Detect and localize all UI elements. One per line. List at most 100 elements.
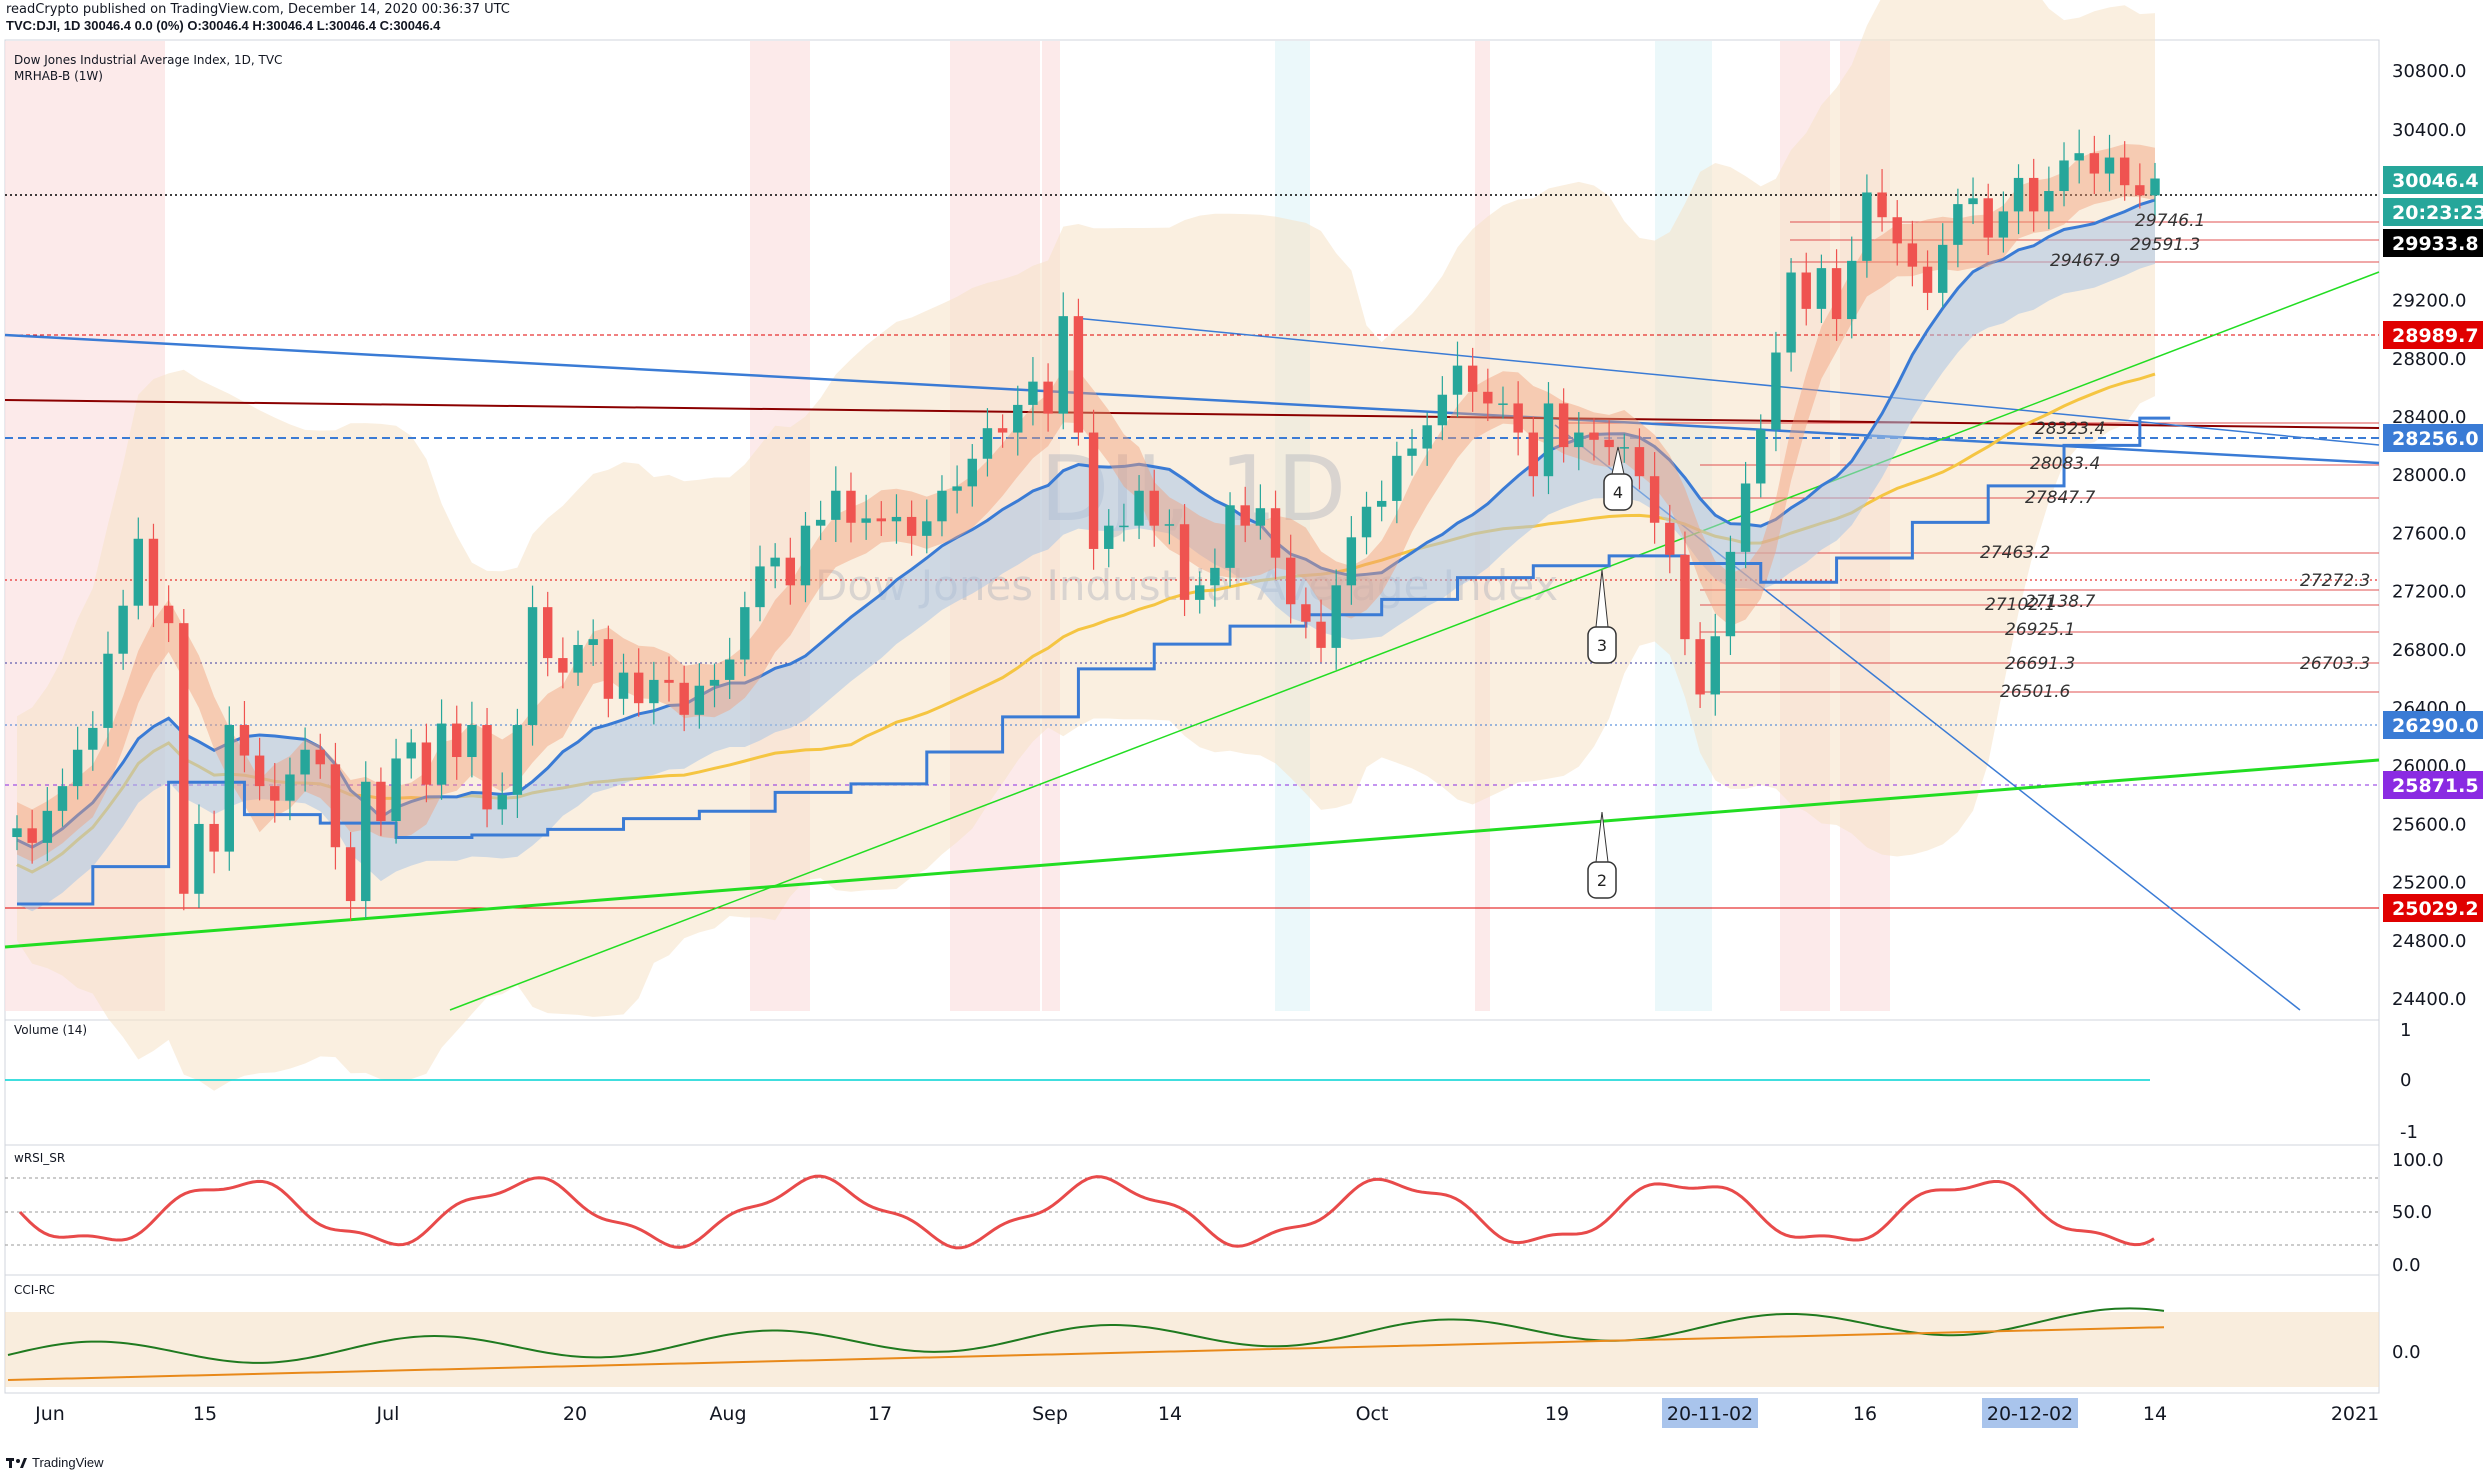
countdown-tag: [2383, 198, 2483, 226]
candle-body: [2013, 177, 2024, 212]
candle: [209, 810, 219, 874]
candle: [815, 500, 826, 541]
candle: [982, 408, 993, 477]
candle-body: [740, 607, 750, 660]
candle-body: [1831, 268, 1842, 320]
candle: [740, 591, 750, 677]
candle: [1619, 433, 1629, 463]
pane-y-tick: 0.0: [2392, 1342, 2421, 1363]
candle-body: [467, 725, 477, 758]
candle-body: [694, 685, 705, 715]
candle: [573, 630, 583, 686]
price-tag: [2383, 229, 2483, 257]
candle-body: [1543, 403, 1554, 477]
candle-body: [618, 672, 629, 699]
candle: [800, 511, 811, 603]
candle: [1483, 368, 1493, 422]
candle-body: [1058, 316, 1068, 414]
x-tick-label: 17: [868, 1403, 892, 1425]
candle: [2150, 162, 2160, 217]
candle: [1331, 569, 1341, 670]
candle: [1740, 461, 1751, 569]
candle: [88, 711, 98, 771]
wrsi-label: wRSI_SR: [14, 1151, 65, 1165]
candle-body: [2150, 178, 2160, 196]
candle-body: [1938, 244, 1948, 293]
candle-body: [1589, 432, 1599, 440]
candle: [118, 589, 128, 670]
candle-body: [664, 679, 674, 683]
candle-body: [588, 639, 598, 645]
candle-body: [1270, 508, 1281, 558]
wrsi-pane-frame: [4, 1144, 2380, 1276]
candle: [891, 494, 902, 544]
candle-body: [891, 516, 902, 522]
candle-body: [770, 557, 780, 567]
candle-body: [1786, 272, 1796, 353]
candle: [1847, 236, 1857, 339]
ohlc-readout: TVC:DJI, 1D 30046.4 0.0 (0%) O:30046.4 H…: [6, 18, 441, 33]
candle-body: [1483, 391, 1493, 404]
candle-body: [1847, 260, 1857, 320]
candle-body: [1877, 192, 1887, 218]
candle-body: [922, 521, 932, 536]
candle-body: [345, 847, 356, 902]
candle-body: [633, 672, 644, 704]
candle: [543, 591, 553, 677]
candle: [1968, 177, 1978, 225]
footer-brand: TradingView: [6, 1455, 104, 1470]
candle: [1437, 376, 1448, 441]
candle-body: [1073, 316, 1084, 433]
candle: [1604, 420, 1614, 466]
price-tag: [2383, 711, 2483, 739]
candle: [391, 738, 401, 844]
pane-y-tick: 100.0: [2392, 1150, 2444, 1171]
candle: [27, 809, 37, 864]
candle-body: [103, 653, 113, 728]
candle: [785, 537, 796, 605]
candle-body: [649, 679, 659, 704]
candle-body: [1422, 425, 1432, 449]
candle-body: [724, 659, 735, 680]
candle-body: [163, 605, 174, 624]
step-trailing-line: [17, 416, 2171, 906]
level-label: 29467.9: [2050, 251, 2120, 271]
candle-body: [42, 810, 53, 843]
candle: [724, 637, 735, 699]
candle: [1892, 200, 1902, 266]
wave-label: 3: [1597, 636, 1607, 655]
candle: [937, 475, 947, 537]
countdown-label: 20:23:23: [2392, 202, 2487, 224]
candle-body: [1407, 448, 1417, 456]
price-tag-label: 29933.8: [2392, 233, 2479, 255]
candle-body: [148, 538, 159, 606]
candle-body: [209, 823, 219, 852]
candle-body: [1862, 192, 1872, 261]
candle-body: [254, 755, 265, 787]
candle: [876, 501, 886, 537]
candle: [1301, 587, 1311, 639]
legend-symbol: Dow Jones Industrial Average Index, 1D, …: [14, 53, 282, 67]
candle-body: [1119, 525, 1129, 528]
candle: [1574, 412, 1584, 471]
price-tag: [2383, 424, 2483, 452]
candle: [2074, 129, 2084, 184]
candle: [376, 767, 386, 836]
candle-body: [679, 682, 689, 715]
candle: [1498, 386, 1508, 419]
candle-body: [1013, 404, 1023, 433]
candle: [1589, 418, 1599, 461]
candle: [345, 832, 356, 921]
candle: [1665, 504, 1675, 574]
candle: [72, 726, 83, 800]
candle: [1316, 599, 1326, 663]
wave-label: 4: [1613, 483, 1623, 502]
candle-body: [558, 658, 568, 673]
x-tick-highlight: [1982, 1398, 2078, 1428]
candle-body: [406, 742, 416, 759]
candle-body: [1513, 403, 1523, 433]
candle: [1467, 347, 1478, 412]
candle: [1649, 452, 1660, 544]
candle: [1422, 412, 1432, 466]
